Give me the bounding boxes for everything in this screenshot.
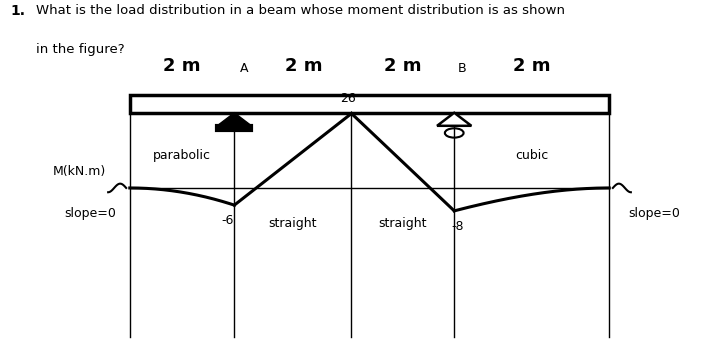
Polygon shape <box>437 113 472 126</box>
Text: -8: -8 <box>451 220 464 233</box>
Text: -6: -6 <box>221 214 234 227</box>
Bar <box>130 95 609 113</box>
Text: parabolic: parabolic <box>153 149 211 162</box>
Text: straight: straight <box>379 217 427 230</box>
Text: straight: straight <box>269 217 317 230</box>
Text: 1.: 1. <box>11 4 26 18</box>
Polygon shape <box>217 113 252 126</box>
Text: cubic: cubic <box>515 149 549 162</box>
Text: 26: 26 <box>340 92 355 105</box>
Text: slope=0: slope=0 <box>64 207 116 219</box>
Text: 2 m: 2 m <box>384 57 422 75</box>
Text: B: B <box>458 62 466 75</box>
Text: 2 m: 2 m <box>513 57 551 75</box>
Text: 2 m: 2 m <box>285 57 322 75</box>
Text: What is the load distribution in a beam whose moment distribution is as shown: What is the load distribution in a beam … <box>36 4 565 16</box>
Text: M(kN.m): M(kN.m) <box>53 165 106 178</box>
Text: in the figure?: in the figure? <box>36 43 125 56</box>
Text: 2 m: 2 m <box>163 57 201 75</box>
Text: A: A <box>240 62 249 75</box>
Text: slope=0: slope=0 <box>629 207 681 219</box>
